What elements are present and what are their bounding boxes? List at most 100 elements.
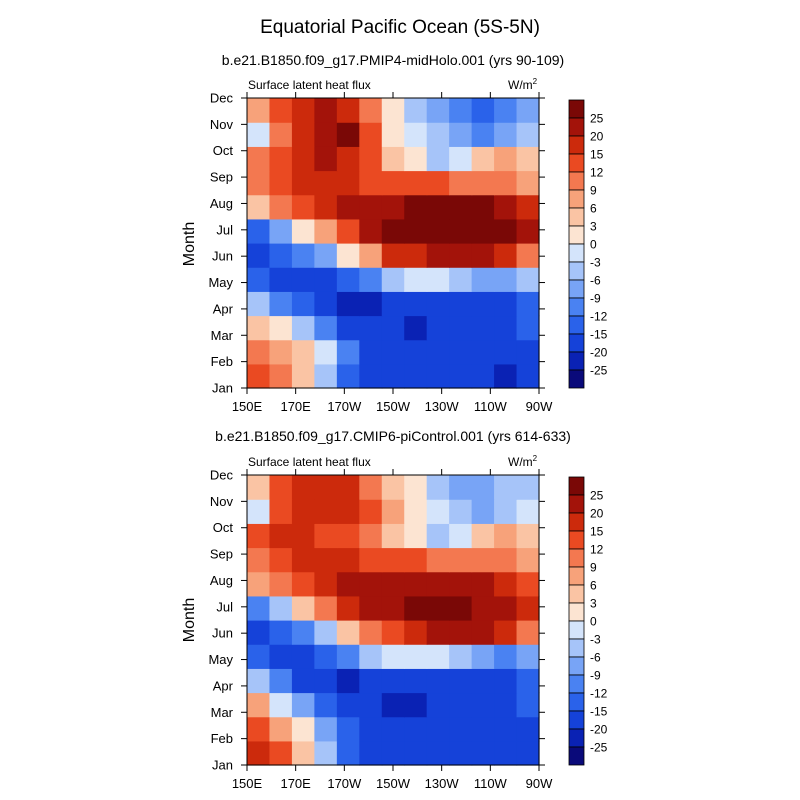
- panel-2-cell: [269, 644, 293, 669]
- panel-2-cell: [404, 523, 428, 549]
- panel-1-cell: [449, 194, 473, 220]
- panel-1-cell: [247, 339, 271, 365]
- panel-2-cell: [269, 475, 293, 500]
- panel-1-cell: [516, 170, 540, 196]
- panel-2-cell: [494, 523, 518, 549]
- panel-1-cell: [494, 146, 518, 172]
- panel-1-cell: [516, 98, 540, 123]
- panel-1-cell: [516, 315, 540, 341]
- panel-2-colorbar-box: [568, 656, 585, 676]
- panel-1-cell: [426, 170, 450, 196]
- panel-1-colorbar-box: [568, 297, 585, 317]
- panel-2-colorbar-label: 9: [590, 561, 597, 575]
- panel-1-cell: [381, 243, 405, 268]
- panel-2-cell: [426, 668, 450, 694]
- panel-1-cell: [247, 194, 271, 220]
- panel-2-cell: [381, 595, 405, 621]
- panel-2-cell: [314, 571, 338, 597]
- panel-1-colorbar-label: 25: [590, 112, 604, 126]
- panel-2-cell: [426, 547, 450, 573]
- panel-1-cell: [516, 363, 540, 389]
- panel-1-cell: [449, 267, 473, 292]
- panel-2-cell: [471, 595, 495, 621]
- panel-1-cell: [269, 315, 293, 341]
- panel-1-cell: [449, 218, 473, 244]
- panel-1-cell: [314, 363, 338, 389]
- panel-2-x-tick-label: 150W: [376, 776, 411, 791]
- panel-1-cell: [336, 122, 360, 147]
- panel-2-cell: [494, 740, 518, 766]
- panel-1-cell: [494, 339, 518, 365]
- panel-2-colorbar-label: 20: [590, 507, 604, 521]
- panel-2-cell: [471, 644, 495, 669]
- panel-2-cell: [449, 716, 473, 742]
- panel-1-cell: [336, 218, 360, 244]
- panel-2-cell: [336, 499, 360, 524]
- panel-2-cell: [516, 595, 540, 621]
- panel-2-cell: [336, 620, 360, 645]
- panel-2-cell: [404, 644, 428, 669]
- panel-2-cell: [269, 595, 293, 621]
- panel-2-cell: [269, 523, 293, 549]
- panel-2-cell: [404, 620, 428, 645]
- panel-1-cell: [336, 291, 360, 317]
- panel-2-cell: [426, 692, 450, 718]
- panel-2-cell: [426, 523, 450, 549]
- panel-1-colorbar-box: [568, 153, 585, 173]
- panel-2-cell: [426, 475, 450, 500]
- panel-2-cell: [449, 644, 473, 669]
- panel-2-cell: [247, 595, 271, 621]
- panel-1-cell: [449, 291, 473, 317]
- panel-1-cell: [426, 243, 450, 268]
- panel-2-cell: [291, 499, 315, 524]
- panel-2-cell: [426, 740, 450, 766]
- panel-1-colorbar-box: [568, 261, 585, 281]
- panel-1-cell: [359, 98, 383, 123]
- panel-2-cell: [471, 547, 495, 573]
- panel-1-cell: [494, 170, 518, 196]
- panel-1-colorbar-box: [568, 99, 585, 119]
- panel-2-colorbar-label: -20: [590, 723, 608, 737]
- panel-1-cell: [494, 291, 518, 317]
- panel-1-cell: [247, 315, 271, 341]
- panel-2-cell: [449, 499, 473, 524]
- panel-1-cell: [314, 315, 338, 341]
- panel-1-cell: [494, 243, 518, 268]
- panel-2-cell: [314, 692, 338, 718]
- panel-2-title: b.e21.B1850.f09_g17.CMIP6-piControl.001 …: [215, 428, 571, 444]
- panel-1-cell: [381, 315, 405, 341]
- panel-1-cell: [449, 339, 473, 365]
- panel-1-cell: [471, 315, 495, 341]
- panel-2-cell: [494, 547, 518, 573]
- panel-2-cell: [426, 499, 450, 524]
- panel-2-cell: [291, 595, 315, 621]
- panel-1-x-tick-label: 90W: [526, 399, 553, 414]
- panel-1-cell: [426, 363, 450, 389]
- panel-2-colorbar-box: [568, 530, 585, 550]
- panel-1-colorbar-label: 3: [590, 220, 597, 234]
- panel-1-cell: [471, 243, 495, 268]
- panel-2-y-tick-label: Sep: [210, 547, 233, 562]
- panel-1-cell: [471, 363, 495, 389]
- panel-2-cell: [449, 547, 473, 573]
- panel-2-cell: [359, 475, 383, 500]
- panel-2-colorbar-label: -9: [590, 669, 601, 683]
- panel-2-x-tick-label: 170E: [280, 776, 311, 791]
- figure-title: Equatorial Pacific Ocean (5S-5N): [260, 17, 540, 38]
- panel-2-colorbar-label: 25: [590, 489, 604, 503]
- panel-1-cell: [426, 98, 450, 123]
- panel-2-cell: [471, 620, 495, 645]
- panel-2-x-tick-label: 170W: [327, 776, 362, 791]
- panel-1-cell: [314, 218, 338, 244]
- panel-2-cell: [314, 499, 338, 524]
- panel-2-cell: [336, 644, 360, 669]
- panel-2-cell: [494, 668, 518, 694]
- panel-2-colorbar-box: [568, 584, 585, 604]
- panel-2-cell: [359, 740, 383, 766]
- panel-2-colorbar-box: [568, 710, 585, 730]
- panel-1-cell: [291, 291, 315, 317]
- panel-1-cell: [471, 194, 495, 220]
- panel-2-cell: [336, 668, 360, 694]
- panel-1-cell: [426, 218, 450, 244]
- panel-1-cell: [269, 243, 293, 268]
